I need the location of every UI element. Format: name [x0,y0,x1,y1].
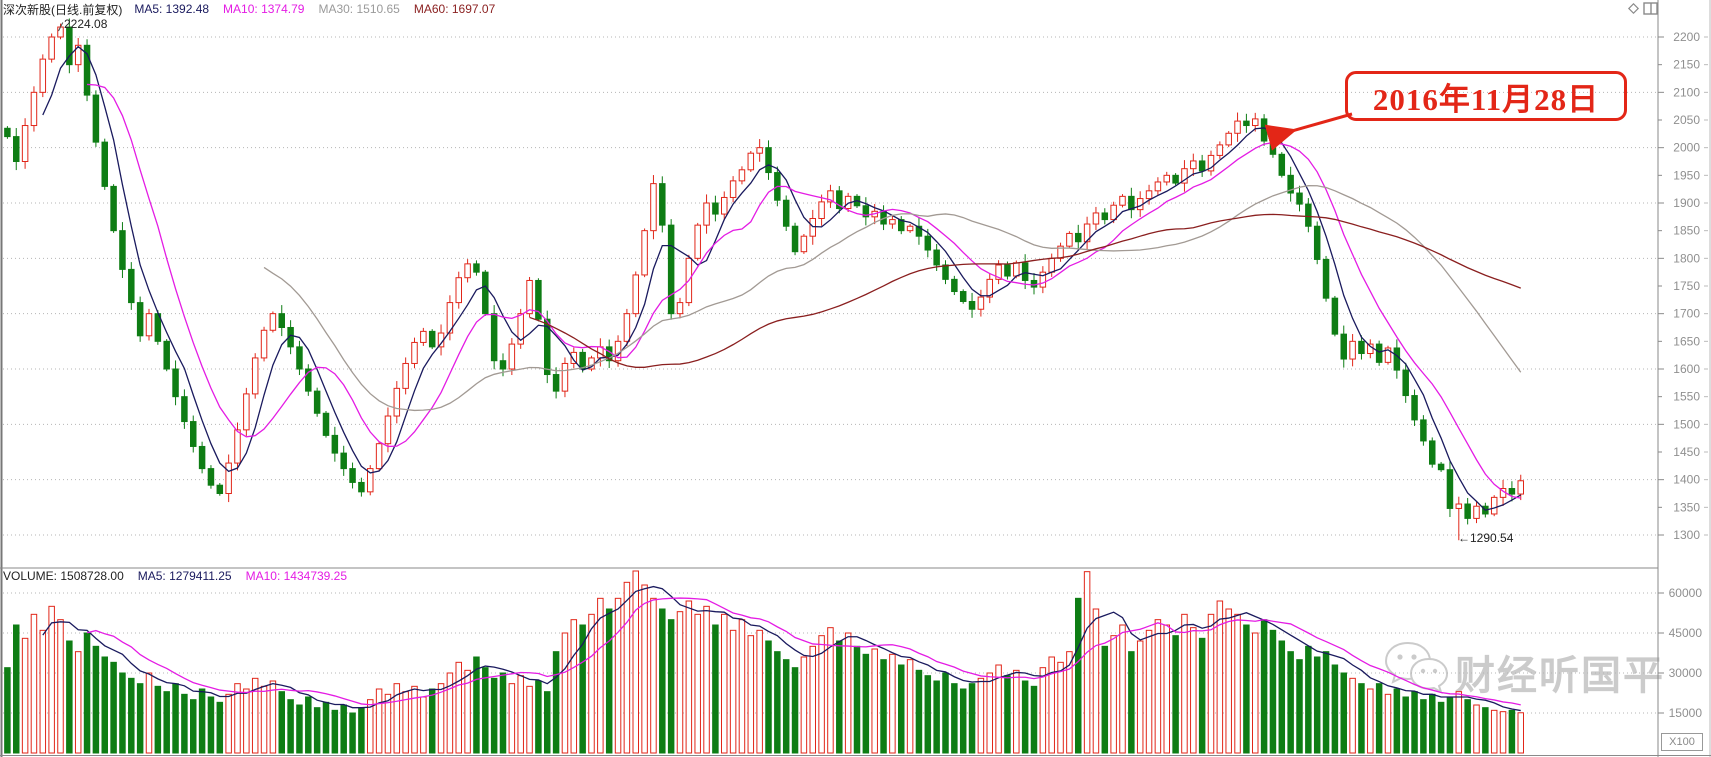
price-ma-legend: MA5: 1392.48 MA10: 1374.79 MA30: 1510.65 MA… [134,2,509,16]
symbol-title: 深次新股(日线.前复权) [3,2,123,17]
price-axis-label: 1550 [1673,390,1700,404]
price-axis-label: 1450 [1673,445,1700,459]
price-axis-label: 1400 [1673,473,1700,487]
price-axis-label: 2100 [1673,85,1700,99]
chart-title-bar: 深次新股(日线.前复权) MA5: 1392.48 MA10: 1374.79 MA… [3,2,509,17]
volume-unit-label: X100 [1661,733,1703,751]
price-axis-label: 1600 [1673,362,1700,376]
price-axis-label: 1750 [1673,279,1700,293]
price-axis-label: 2050 [1673,113,1700,127]
price-axis-label: 1500 [1673,417,1700,431]
price-ma-label: MA60: 1697.07 [413,2,496,16]
low-price-marker: ←1290.54 [1458,531,1514,545]
volume-ma-label: VOLUME: 1508728.00 [3,568,124,583]
price-axis-label: 1650 [1673,334,1700,348]
volume-axis-label: 45000 [1669,626,1703,640]
volume-header: VOLUME: 1508728.00 MA5: 1279411.25 MA10: 1… [3,569,361,583]
price-ma-label: MA30: 1510.65 [318,2,400,16]
high-price-marker: 2224.08 [64,17,108,31]
date-annotation: 2016年11月28日 [1345,71,1627,121]
split-pane-icon[interactable] [1643,2,1658,20]
diamond-icon[interactable] [1627,2,1640,20]
watermark-text: 财经听国平 [1455,654,1665,698]
volume-ma-label: MA5: 1279411.25 [137,568,232,583]
price-axis-label: 1950 [1673,168,1700,182]
price-axis-label: 1350 [1673,500,1700,514]
price-ma-label: MA10: 1374.79 [223,2,305,16]
volume-ma-label: MA10: 1434739.25 [245,568,348,583]
price-axis-label: 2200 [1673,30,1700,44]
price-axis-label: 1700 [1673,307,1700,321]
volume-ma-legend: VOLUME: 1508728.00 MA5: 1279411.25 MA10: 1… [3,569,361,583]
volume-axis-label: 15000 [1669,706,1703,720]
price-axis-label: 1850 [1673,224,1700,238]
price-ma-label: MA5: 1392.48 [134,2,210,16]
price-axis-label: 2150 [1673,58,1700,72]
price-axis-label: 2000 [1673,141,1700,155]
price-axis-label: 1800 [1673,251,1700,265]
price-axis-label: 1900 [1673,196,1700,210]
volume-axis-label: 60000 [1669,586,1703,600]
volume-axis-label: 30000 [1669,666,1703,680]
price-axis-label: 1300 [1673,528,1700,542]
